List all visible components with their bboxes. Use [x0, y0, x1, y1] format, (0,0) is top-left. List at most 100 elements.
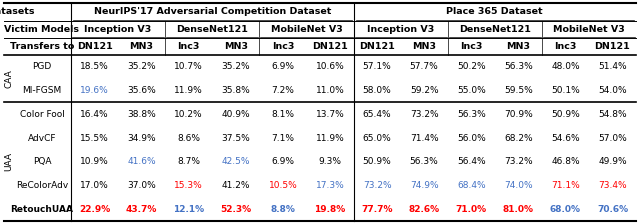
Text: 81.0%: 81.0% — [503, 205, 534, 214]
Text: 35.6%: 35.6% — [127, 86, 156, 95]
Text: 35.8%: 35.8% — [221, 86, 250, 95]
Text: 52.3%: 52.3% — [220, 205, 252, 214]
Text: 13.7%: 13.7% — [316, 110, 344, 119]
Text: 16.4%: 16.4% — [80, 110, 109, 119]
Text: 41.2%: 41.2% — [221, 181, 250, 190]
Text: 8.7%: 8.7% — [177, 157, 200, 166]
Text: 73.2%: 73.2% — [363, 181, 391, 190]
Text: MobileNet V3: MobileNet V3 — [553, 25, 625, 34]
Text: Place 365 Dataset: Place 365 Dataset — [447, 7, 543, 17]
Text: MN3: MN3 — [412, 42, 436, 51]
Text: Inception V3: Inception V3 — [84, 25, 152, 34]
Text: 50.2%: 50.2% — [457, 62, 486, 71]
Text: 73.2%: 73.2% — [410, 110, 438, 119]
Text: 19.6%: 19.6% — [80, 86, 109, 95]
Text: DN121: DN121 — [359, 42, 395, 51]
Text: 37.5%: 37.5% — [221, 134, 250, 142]
Text: 10.7%: 10.7% — [174, 62, 203, 71]
Text: 68.4%: 68.4% — [457, 181, 486, 190]
Text: 59.5%: 59.5% — [504, 86, 532, 95]
Text: 15.3%: 15.3% — [174, 181, 203, 190]
Text: 9.3%: 9.3% — [319, 157, 342, 166]
Text: MI-FGSM: MI-FGSM — [22, 86, 61, 95]
Text: 71.4%: 71.4% — [410, 134, 438, 142]
Text: 49.9%: 49.9% — [598, 157, 627, 166]
Text: 58.0%: 58.0% — [363, 86, 392, 95]
Text: 74.0%: 74.0% — [504, 181, 532, 190]
Text: 59.2%: 59.2% — [410, 86, 438, 95]
Text: 50.1%: 50.1% — [551, 86, 580, 95]
Text: 65.0%: 65.0% — [363, 134, 392, 142]
Text: 15.5%: 15.5% — [80, 134, 109, 142]
Text: Inc3: Inc3 — [460, 42, 483, 51]
Text: DenseNet121: DenseNet121 — [459, 25, 531, 34]
Text: MN3: MN3 — [130, 42, 154, 51]
Text: RetouchUAA: RetouchUAA — [10, 205, 74, 214]
Text: 17.3%: 17.3% — [316, 181, 344, 190]
Text: Color Fool: Color Fool — [20, 110, 65, 119]
Text: 43.7%: 43.7% — [126, 205, 157, 214]
Text: 54.6%: 54.6% — [551, 134, 580, 142]
Text: 8.6%: 8.6% — [177, 134, 200, 142]
Text: 7.1%: 7.1% — [271, 134, 294, 142]
Text: 8.1%: 8.1% — [271, 110, 294, 119]
Text: 10.2%: 10.2% — [174, 110, 203, 119]
Text: Inc3: Inc3 — [272, 42, 294, 51]
Text: 40.9%: 40.9% — [221, 110, 250, 119]
Text: Inception V3: Inception V3 — [367, 25, 434, 34]
Text: 12.1%: 12.1% — [173, 205, 204, 214]
Text: 74.9%: 74.9% — [410, 181, 438, 190]
Text: 19.8%: 19.8% — [314, 205, 346, 214]
Text: DN121: DN121 — [595, 42, 630, 51]
Text: 68.0%: 68.0% — [550, 205, 581, 214]
Text: Inc3: Inc3 — [177, 42, 200, 51]
Text: Datasets: Datasets — [0, 7, 35, 17]
Text: 18.5%: 18.5% — [80, 62, 109, 71]
Text: NeurIPS'17 Adversarial Competition Dataset: NeurIPS'17 Adversarial Competition Datas… — [93, 7, 331, 17]
Text: MobileNet V3: MobileNet V3 — [271, 25, 342, 34]
Text: 7.2%: 7.2% — [271, 86, 294, 95]
Text: 38.8%: 38.8% — [127, 110, 156, 119]
Text: 42.5%: 42.5% — [221, 157, 250, 166]
Text: 54.8%: 54.8% — [598, 110, 627, 119]
Text: Victim Models: Victim Models — [4, 25, 79, 34]
Text: Transfers to: Transfers to — [10, 42, 74, 51]
Text: 82.6%: 82.6% — [408, 205, 440, 214]
Text: Inc3: Inc3 — [554, 42, 577, 51]
Text: 70.9%: 70.9% — [504, 110, 532, 119]
Text: 6.9%: 6.9% — [271, 157, 294, 166]
Text: 50.9%: 50.9% — [551, 110, 580, 119]
Text: CAA: CAA — [4, 69, 13, 88]
Text: 57.7%: 57.7% — [410, 62, 438, 71]
Text: 56.3%: 56.3% — [504, 62, 532, 71]
Text: 17.0%: 17.0% — [80, 181, 109, 190]
Text: AdvCF: AdvCF — [28, 134, 56, 142]
Text: 51.4%: 51.4% — [598, 62, 627, 71]
Text: 56.3%: 56.3% — [410, 157, 438, 166]
Text: 77.7%: 77.7% — [362, 205, 393, 214]
Text: DN121: DN121 — [77, 42, 113, 51]
Text: ReColorAdv: ReColorAdv — [16, 181, 68, 190]
Text: 37.0%: 37.0% — [127, 181, 156, 190]
Text: MN3: MN3 — [506, 42, 531, 51]
Text: 22.9%: 22.9% — [79, 205, 110, 214]
Text: 8.8%: 8.8% — [271, 205, 295, 214]
Text: 6.9%: 6.9% — [271, 62, 294, 71]
Text: 56.0%: 56.0% — [457, 134, 486, 142]
Text: 11.9%: 11.9% — [174, 86, 203, 95]
Text: 71.1%: 71.1% — [551, 181, 580, 190]
Text: 71.0%: 71.0% — [456, 205, 487, 214]
Text: 11.0%: 11.0% — [316, 86, 344, 95]
Text: 65.4%: 65.4% — [363, 110, 391, 119]
Text: 55.0%: 55.0% — [457, 86, 486, 95]
Text: 50.9%: 50.9% — [363, 157, 392, 166]
Text: 48.0%: 48.0% — [551, 62, 580, 71]
Text: 35.2%: 35.2% — [127, 62, 156, 71]
Text: 73.4%: 73.4% — [598, 181, 627, 190]
Text: 10.9%: 10.9% — [80, 157, 109, 166]
Text: 57.0%: 57.0% — [598, 134, 627, 142]
Text: 54.0%: 54.0% — [598, 86, 627, 95]
Text: 11.9%: 11.9% — [316, 134, 344, 142]
Text: 56.3%: 56.3% — [457, 110, 486, 119]
Text: 68.2%: 68.2% — [504, 134, 532, 142]
